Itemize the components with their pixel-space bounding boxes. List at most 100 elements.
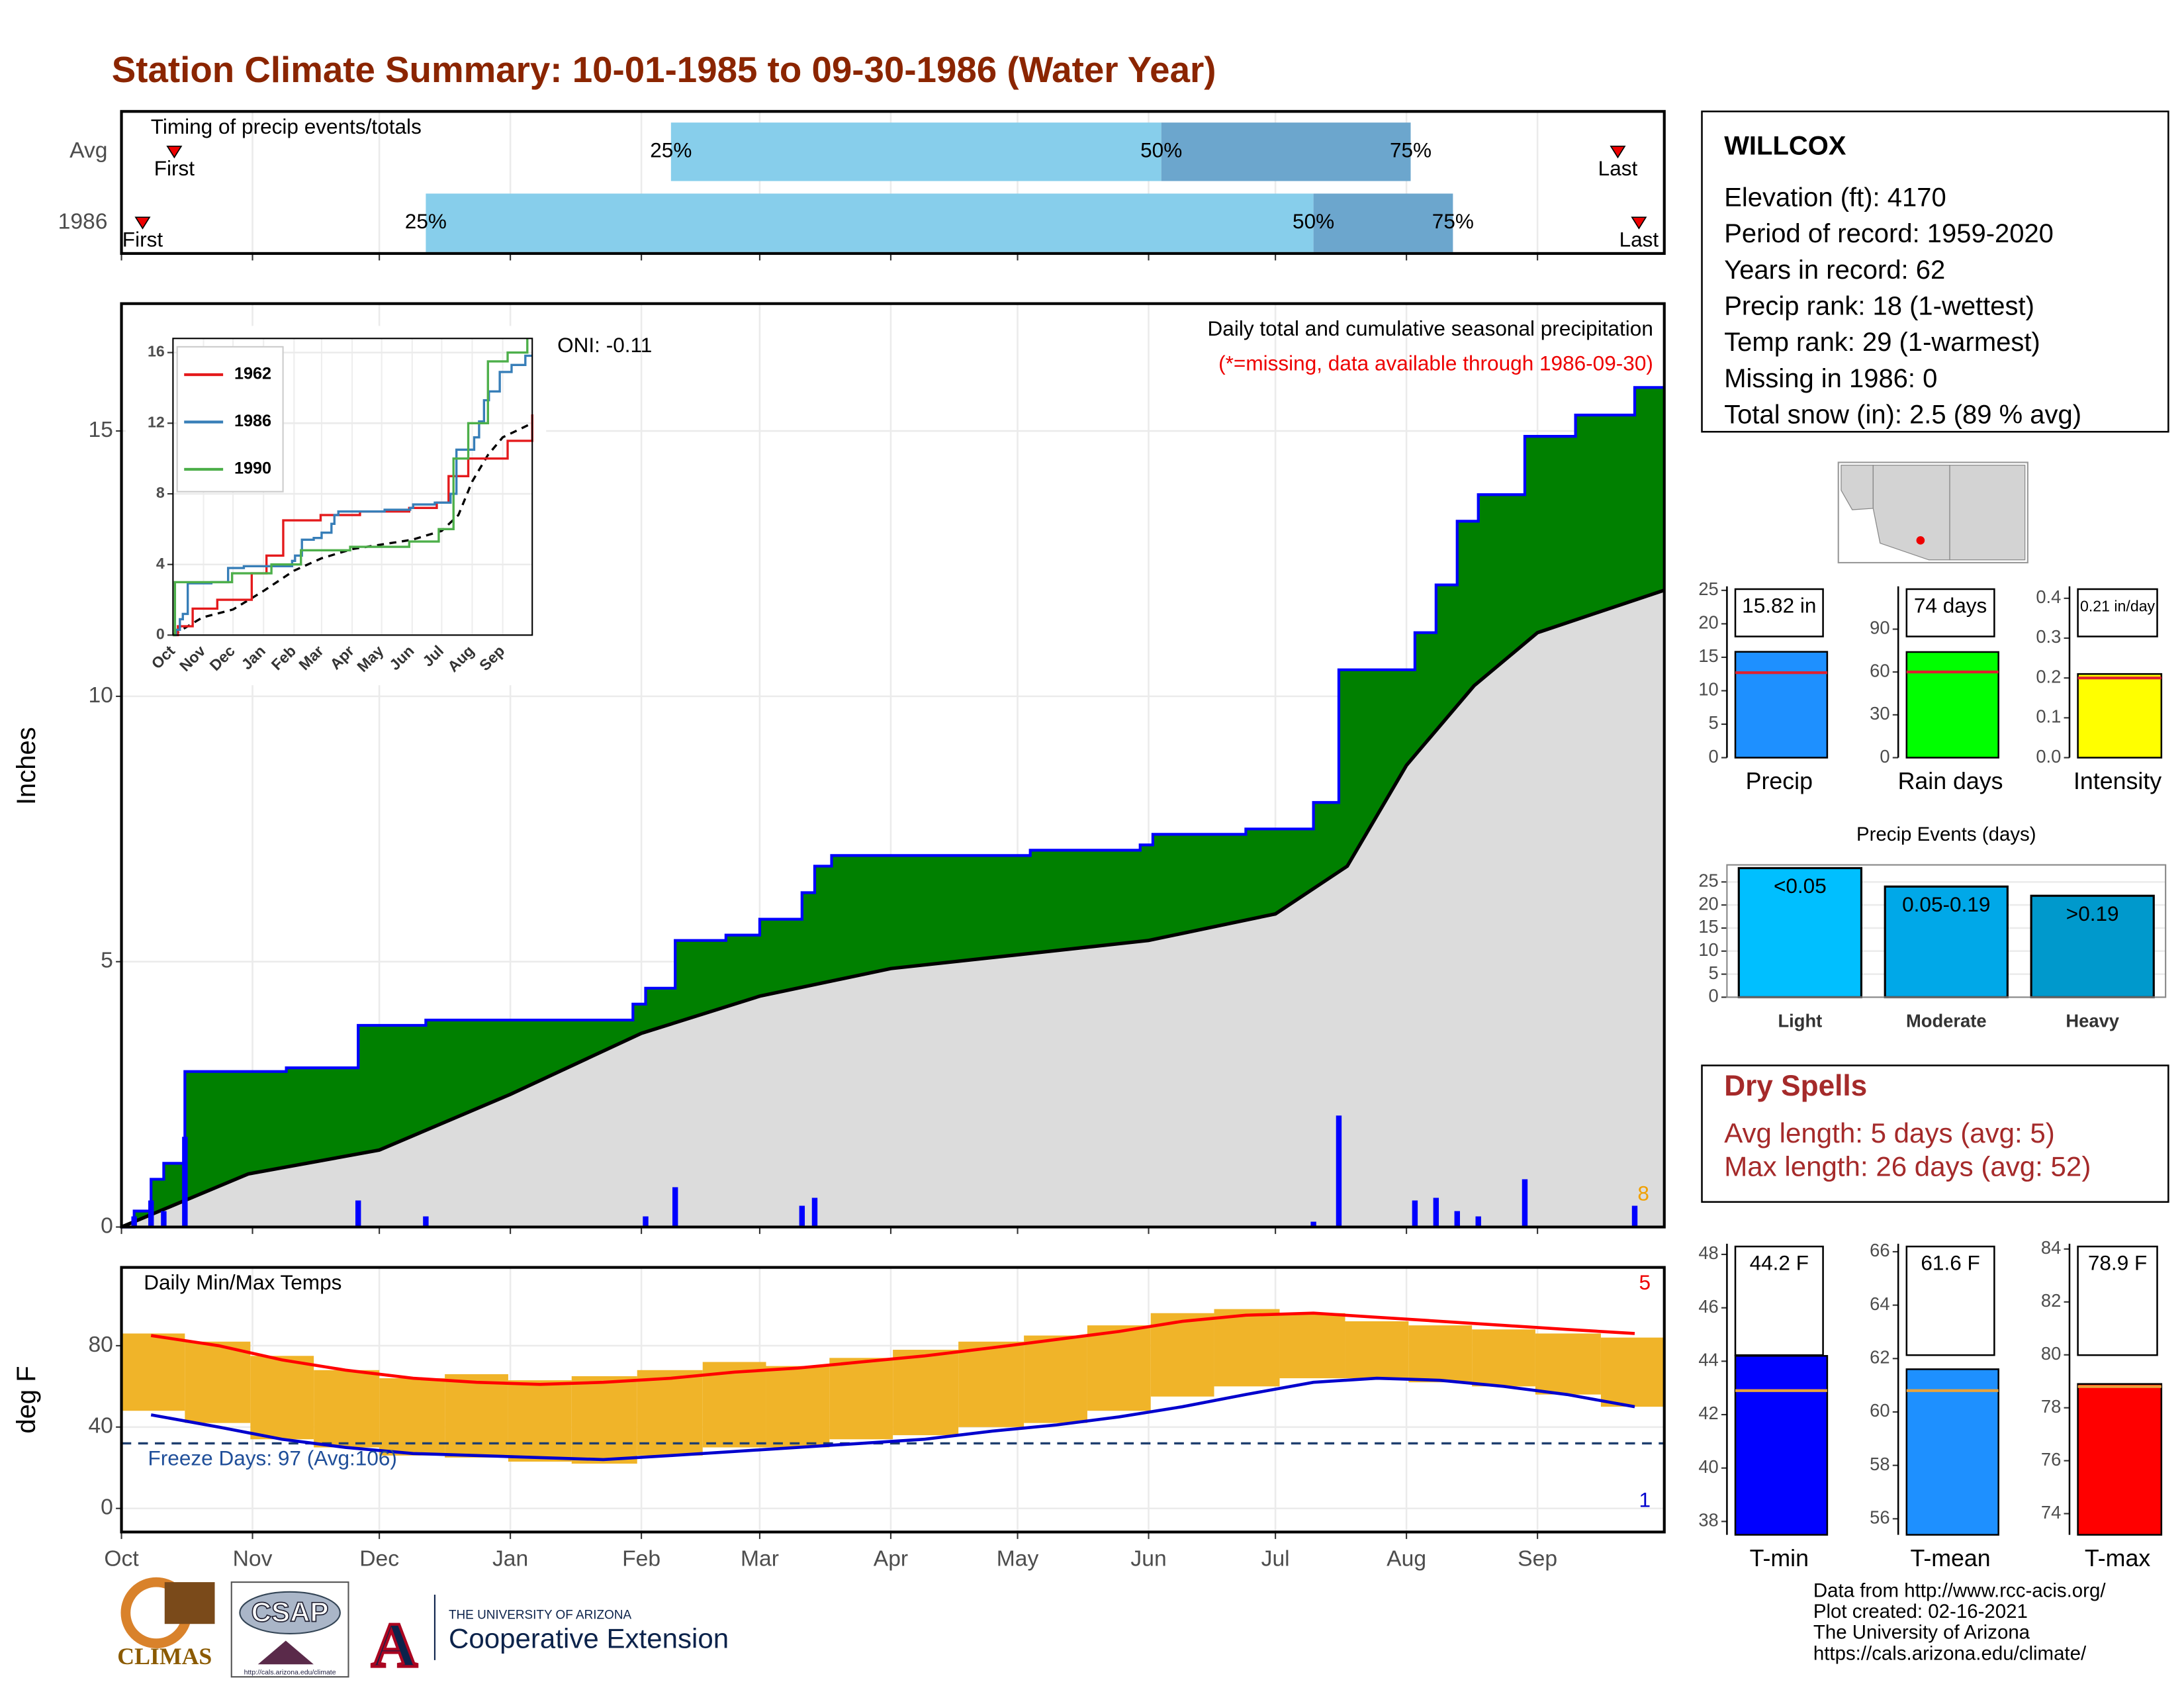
quartile-label: 25% (650, 138, 692, 162)
y-tick-label: 20 (1698, 893, 1718, 914)
daily-bar (1310, 1221, 1316, 1227)
station-line: Elevation (ft): 4170 (1724, 183, 1946, 212)
y-tick-label: 10 (88, 683, 113, 708)
value-label: 0.21 in/day (2080, 597, 2156, 614)
y-tick-label: 15 (88, 418, 113, 442)
footer-line: The University of Arizona (1813, 1622, 2030, 1644)
logos: CLIMAS CSAP http://cals.arizona.edu/clim… (117, 1577, 729, 1682)
value-box (1734, 588, 1824, 637)
y-tick-label: 46 (1698, 1296, 1718, 1317)
series-line (173, 338, 529, 637)
category-label: Rain days (1898, 768, 2003, 794)
ua-name: THE UNIVERSITY OF ARIZONA (449, 1609, 632, 1622)
annotation: 1 (1639, 1487, 1651, 1511)
bar (2077, 1383, 2163, 1536)
temp-bar (702, 1362, 766, 1448)
daily-bar (131, 1216, 137, 1227)
daily-bar (182, 1137, 188, 1227)
bar-label: 0.05-0.19 (1902, 892, 1990, 916)
freeze-label: Freeze Days: 97 (Avg:106) (148, 1446, 397, 1470)
y-tick-label: 44 (1698, 1350, 1718, 1370)
dry-spells-title: Dry Spells (1724, 1070, 1867, 1102)
daily-bar (1412, 1200, 1418, 1227)
value-box (1734, 1245, 1824, 1356)
y-tick-label: 84 (2041, 1237, 2061, 1258)
y-tick-label: 42 (1698, 1403, 1718, 1423)
x-tick-label: Nov (233, 1546, 273, 1571)
value-box (1905, 588, 1995, 637)
value-label: 44.2 F (1750, 1251, 1809, 1275)
daily-bar (799, 1205, 805, 1227)
y-tick-label: 5 (1709, 712, 1719, 733)
y-tick-label: 0.0 (2036, 746, 2061, 767)
daily-bar (1433, 1197, 1439, 1227)
category-label: T-mean (1910, 1545, 1990, 1571)
daily-bar (1522, 1179, 1528, 1227)
y-tick-label: 82 (2041, 1290, 2061, 1311)
y-axis-label: Inches (12, 727, 41, 805)
y-tick-label: 0.2 (2036, 666, 2061, 686)
daily-bar (161, 1211, 167, 1227)
panel-border (1726, 864, 2167, 998)
value-label: 61.6 F (1921, 1251, 1979, 1275)
bar (1905, 651, 1999, 759)
panel-title: Timing of precip events/totals (151, 115, 422, 138)
y-tick-label: 15 (1698, 916, 1718, 937)
daily-bar (355, 1200, 361, 1227)
category-label: T-min (1750, 1545, 1809, 1571)
subtitle: Daily total and cumulative seasonal prec… (1208, 316, 1653, 340)
bar-label: <0.05 (1774, 874, 1827, 898)
marker-label: First (122, 227, 163, 251)
average-area (121, 590, 1664, 1227)
station-line: Period of record: 1959-2020 (1724, 219, 2054, 248)
y-tick-label: 4 (156, 555, 165, 572)
y-tick-label: 0 (1709, 746, 1719, 767)
y-tick-label: 40 (1698, 1456, 1718, 1477)
temp-bar (121, 1333, 185, 1411)
category-label: T-max (2085, 1545, 2150, 1571)
station-line: Years in record: 62 (1724, 256, 1945, 285)
temp-bar (1087, 1325, 1151, 1411)
bar (2077, 673, 2163, 759)
normal-line (150, 1311, 1635, 1386)
timing-bar (670, 122, 1161, 181)
panel-border (120, 1266, 1666, 1534)
x-tick-label: Oct (104, 1546, 139, 1571)
daily-bar (811, 1197, 818, 1227)
series-line (173, 414, 533, 637)
temp-bar (1279, 1313, 1345, 1379)
temp-bar (508, 1380, 572, 1462)
value-box (2077, 588, 2158, 637)
bar (1734, 651, 1829, 759)
temp-bar (1150, 1313, 1214, 1397)
x-tick-label: Feb (622, 1546, 660, 1571)
y-tick-label: 62 (1870, 1347, 1889, 1368)
timing-bar (426, 193, 1314, 252)
daily-bar (1631, 1205, 1638, 1227)
csap-mountain (257, 1640, 314, 1665)
y-tick-label: 0 (101, 1495, 113, 1520)
x-tick-label: Jul (1261, 1546, 1290, 1571)
footer-line: Data from http://www.rcc-acis.org/ (1813, 1580, 2106, 1602)
category-label: Light (1778, 1011, 1822, 1031)
quartile-label: 25% (405, 209, 447, 233)
value-label: 74 days (1914, 594, 1987, 618)
y-tick-label: 60 (1870, 660, 1889, 680)
temp-bar (637, 1370, 703, 1456)
timing-marker (166, 146, 183, 159)
temp-bar (250, 1356, 314, 1440)
station-line: Precip rank: 18 (1-wettest) (1724, 292, 2034, 321)
normal-line (150, 1376, 1635, 1462)
temp-bar (1472, 1329, 1535, 1387)
bar (2030, 894, 2155, 999)
station-line: Total snow (in): 2.5 (89 % avg) (1724, 400, 2081, 430)
value-box (1905, 1245, 1995, 1356)
y-tick-label: 38 (1698, 1510, 1718, 1530)
inset-border (172, 338, 533, 636)
climas-icon (164, 1582, 215, 1624)
dry-spells-line: Avg length: 5 days (avg: 5) (1724, 1117, 2055, 1149)
x-tick-label: Jan (492, 1546, 528, 1571)
quartile-label: 75% (1390, 138, 1432, 162)
y-tick-label: 30 (1870, 703, 1889, 724)
temp-bar (1535, 1333, 1601, 1395)
